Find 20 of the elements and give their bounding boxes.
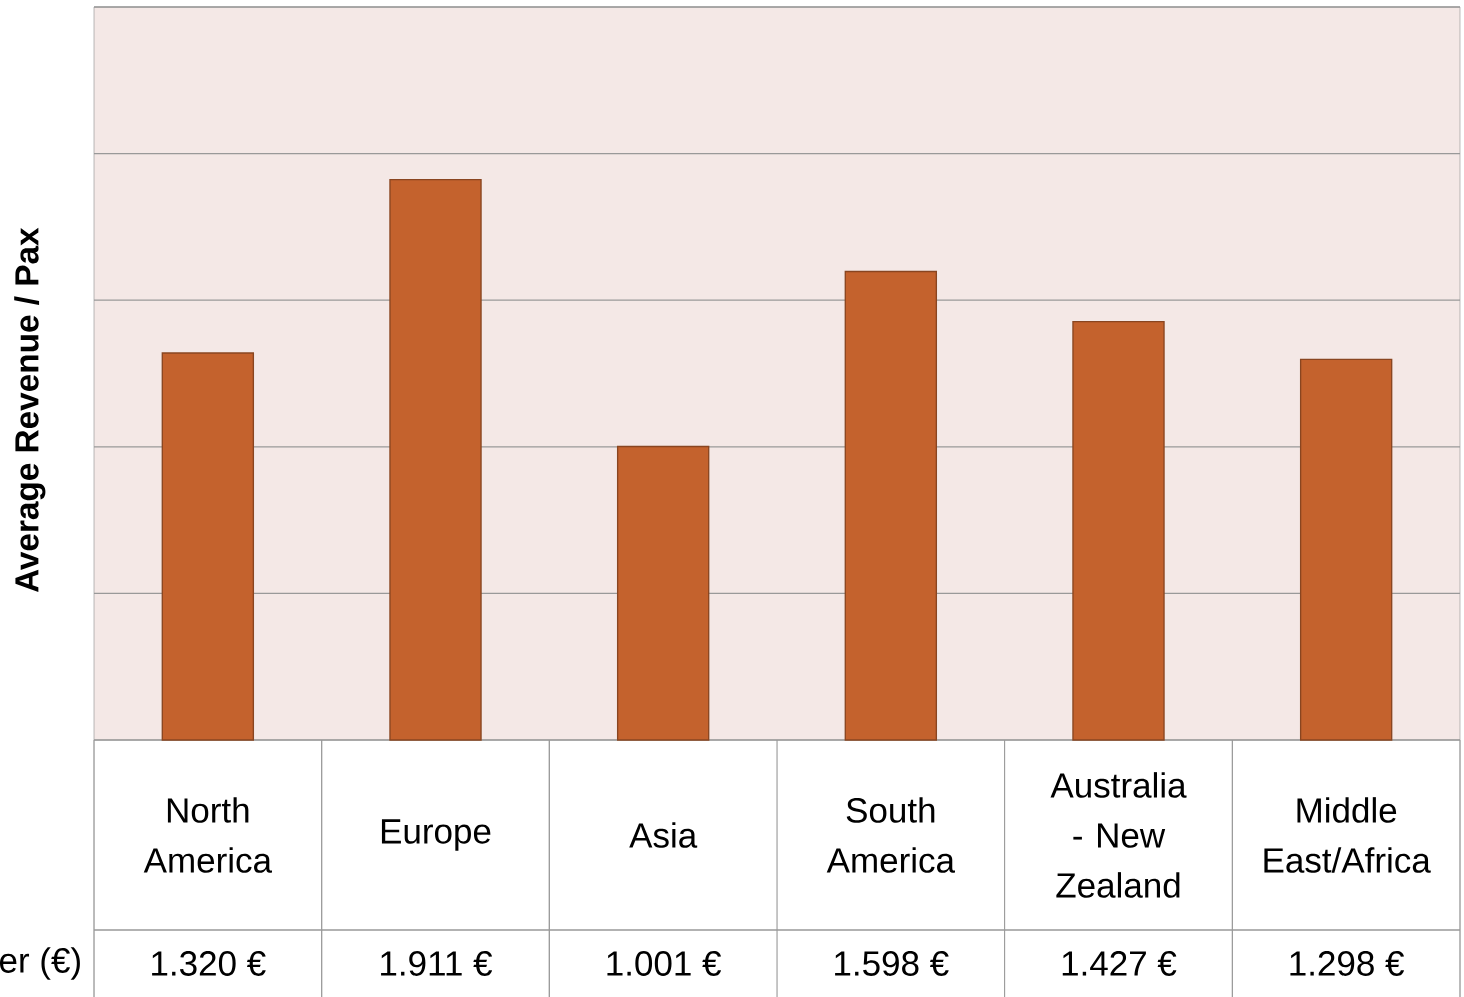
bar: [616, 445, 710, 741]
data-label: 1.427 €: [1062, 951, 1177, 976]
x-tick-label: Middle East/Africa: [1264, 797, 1431, 873]
text: er (€): [0, 947, 80, 980]
x-tick-label: Asia: [629, 822, 698, 848]
bar: [161, 352, 255, 741]
bar: [389, 179, 482, 741]
y-axis-title: Average Revenue / Pax: [14, 227, 46, 593]
data-label: 1.320 €: [152, 951, 266, 976]
data-label: 1.298 €: [1290, 951, 1405, 976]
x-tick-label: North America: [143, 797, 273, 873]
x-tick-label: South America: [826, 797, 955, 873]
bar: [1299, 358, 1393, 741]
data-label: 1.911 €: [381, 951, 493, 976]
bar: [1072, 320, 1165, 741]
data-label: 1.598 €: [835, 951, 949, 976]
bar: [844, 270, 938, 741]
x-tick-label: Australia - New Zealand: [1050, 772, 1187, 898]
data-label: 1.001 €: [607, 951, 722, 976]
x-tick-label: Europe: [381, 819, 491, 851]
